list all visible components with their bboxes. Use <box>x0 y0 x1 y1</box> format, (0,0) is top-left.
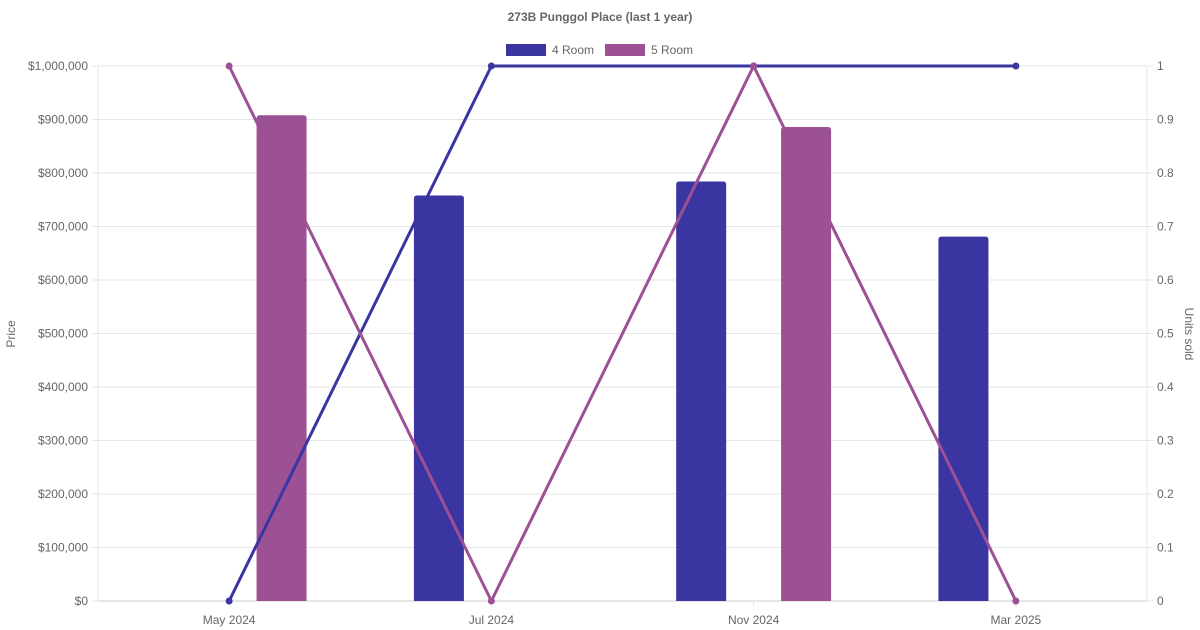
point-5-room[interactable] <box>487 597 495 605</box>
y-left-tick-label: $100,000 <box>38 541 88 555</box>
legend: 4 Room 5 Room <box>506 43 693 57</box>
y-left-tick-label: $800,000 <box>38 166 88 180</box>
y-right-tick-label: 0.6 <box>1157 273 1174 287</box>
x-tick-label: Jul 2024 <box>469 613 515 627</box>
bar-4-room[interactable] <box>676 181 727 601</box>
y-left-tick-label: $700,000 <box>38 220 88 234</box>
legend-label-4-room: 4 Room <box>552 43 594 57</box>
y-left-tick-label: $200,000 <box>38 487 88 501</box>
legend-item-5-room[interactable]: 5 Room <box>605 43 693 57</box>
x-axis-ticks: May 2024 Jul 2024 Nov 2024 Mar 2025 <box>203 601 1042 627</box>
y-right-tick-label: 0 <box>1157 594 1164 608</box>
y-left-tick-label: $300,000 <box>38 434 88 448</box>
x-tick-label: Mar 2025 <box>991 613 1042 627</box>
legend-swatch-4-room <box>506 44 546 56</box>
y-right-tick-label: 0.9 <box>1157 113 1174 127</box>
point-4-room[interactable] <box>225 597 233 605</box>
units-points <box>225 62 1020 605</box>
y-axis-right-ticks: 0 0.1 0.2 0.3 0.4 0.5 0.6 0.7 0.8 0.9 1 <box>1147 59 1174 608</box>
point-5-room[interactable] <box>1012 597 1020 605</box>
y-right-tick-label: 0.5 <box>1157 327 1174 341</box>
y-axis-left-ticks: $0 $100,000 $200,000 $300,000 $400,000 $500,0… <box>28 59 98 608</box>
point-4-room[interactable] <box>1012 62 1020 70</box>
y-right-tick-label: 0.7 <box>1157 220 1174 234</box>
legend-item-4-room[interactable]: 4 Room <box>506 43 594 57</box>
y-right-tick-label: 0.3 <box>1157 434 1174 448</box>
price-bars <box>256 115 989 602</box>
y-left-tick-label: $0 <box>75 594 89 608</box>
y-left-tick-label: $400,000 <box>38 380 88 394</box>
y-left-tick-label: $600,000 <box>38 273 88 287</box>
units-lines <box>227 64 1018 603</box>
y-right-tick-label: 0.8 <box>1157 166 1174 180</box>
x-tick-label: May 2024 <box>203 613 256 627</box>
chart-title: 273B Punggol Place (last 1 year) <box>508 10 693 24</box>
bar-4-room[interactable] <box>413 195 464 601</box>
y-right-tick-label: 1 <box>1157 59 1164 73</box>
y-left-tick-label: $1,000,000 <box>28 59 88 73</box>
y-right-tick-label: 0.1 <box>1157 541 1174 555</box>
bar-5-room[interactable] <box>781 126 832 602</box>
y-right-tick-label: 0.4 <box>1157 380 1174 394</box>
y-left-tick-label: $500,000 <box>38 327 88 341</box>
x-tick-label: Nov 2024 <box>728 613 780 627</box>
line-5-room <box>227 64 1018 603</box>
legend-swatch-5-room <box>605 44 645 56</box>
point-5-room[interactable] <box>225 62 233 70</box>
bar-4-room[interactable] <box>938 236 989 602</box>
y-right-tick-label: 0.2 <box>1157 487 1174 501</box>
y-left-tick-label: $900,000 <box>38 113 88 127</box>
point-4-room[interactable] <box>487 62 495 70</box>
legend-label-5-room: 5 Room <box>651 43 693 57</box>
y-axis-left-title: Price <box>4 320 18 348</box>
y-axis-right-title: Units sold <box>1182 308 1196 361</box>
point-5-room[interactable] <box>750 62 758 70</box>
bar-5-room[interactable] <box>256 115 307 601</box>
